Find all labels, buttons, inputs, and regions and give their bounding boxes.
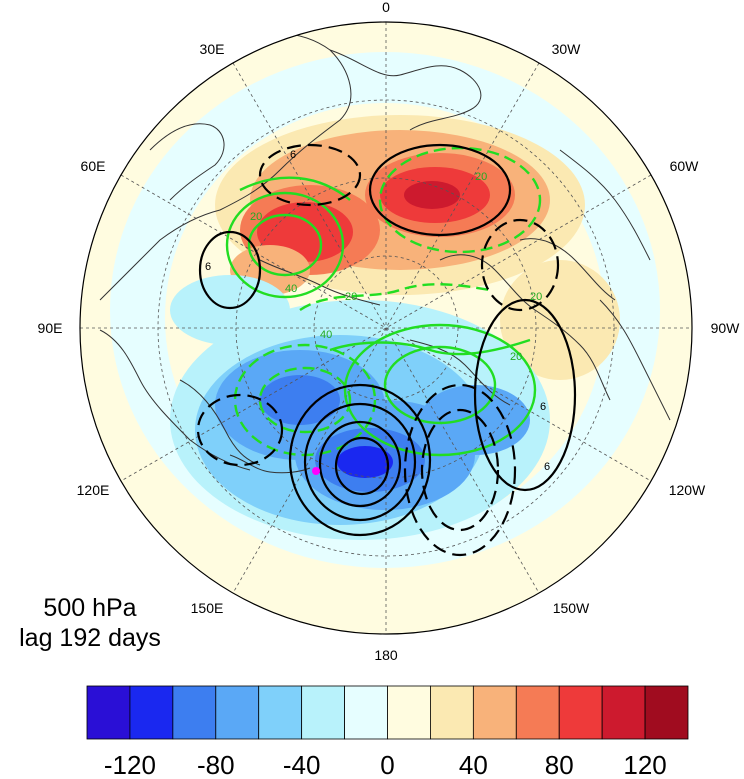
colorbar: -120 -80 -40 0 40 80 120 — [86, 685, 689, 779]
colorbar-swatch — [558, 685, 603, 740]
colorbar-swatch — [387, 685, 431, 740]
location-marker — [312, 467, 320, 475]
colorbar-swatch — [215, 685, 260, 740]
lon-label-150e: 150E — [191, 600, 224, 616]
lon-label-150w: 150W — [553, 600, 590, 616]
colorbar-swatch — [172, 685, 217, 740]
colorbar-swatch — [86, 685, 131, 740]
contour-labels: 6 6 6 6 20 40 20 20 40 20 20 — [205, 149, 550, 473]
colorbar-swatch — [258, 685, 303, 740]
colorbar-tick-label: 0 — [380, 750, 394, 779]
colorbar-tick-label: -40 — [283, 750, 321, 779]
lon-label-90e: 90E — [38, 320, 63, 336]
anomaly-shading — [110, 52, 660, 568]
longitude-labels: 0 30E 30W 60E 60W 90E 90W 120E 120W 150E… — [38, 0, 741, 663]
colorbar-swatch — [129, 685, 174, 740]
colorbar-swatch — [601, 685, 646, 740]
green-contour-label: 20 — [250, 211, 262, 223]
black-contour-label: 6 — [205, 261, 211, 273]
colorbar-swatch — [301, 685, 345, 740]
colorbar-swatch — [644, 685, 689, 740]
green-contour-label: 20 — [475, 171, 487, 183]
colorbar-tick-label: 80 — [545, 750, 574, 779]
colorbar-tick-label: -80 — [197, 750, 235, 779]
colorbar-swatch — [515, 685, 560, 740]
green-contour-label: 40 — [285, 283, 297, 295]
lon-label-60e: 60E — [81, 158, 106, 174]
lon-label-180: 180 — [374, 647, 398, 663]
black-contour-label: 6 — [544, 461, 550, 473]
lag-label: lag 192 days — [19, 624, 161, 652]
lon-label-120e: 120E — [77, 482, 110, 498]
coastlines — [99, 32, 671, 474]
colorbar-swatch — [472, 685, 517, 740]
green-contour-label: 20 — [530, 291, 542, 303]
lon-label-0: 0 — [382, 0, 390, 15]
lon-label-120w: 120W — [669, 482, 706, 498]
green-contour-label: 20 — [345, 291, 357, 303]
black-contour-label: 6 — [290, 149, 296, 161]
green-contour-label: 40 — [320, 329, 332, 341]
lon-label-60w: 60W — [670, 158, 700, 174]
lon-label-90w: 90W — [711, 320, 741, 336]
lon-label-30e: 30E — [200, 41, 225, 57]
colorbar-tick-label: 120 — [623, 750, 666, 779]
green-contours — [225, 146, 542, 457]
colorbar-tick-label: 40 — [459, 750, 488, 779]
pressure-level-label: 500 hPa — [43, 594, 137, 622]
black-contours — [196, 143, 577, 557]
colorbar-swatch — [344, 685, 388, 740]
black-contour-label: 6 — [540, 401, 546, 413]
map-border — [79, 21, 693, 635]
colorbar-swatch — [430, 685, 474, 740]
green-contour-label: 20 — [510, 351, 522, 363]
lon-label-30w: 30W — [552, 41, 582, 57]
colorbar-tick-label: -120 — [104, 750, 156, 779]
